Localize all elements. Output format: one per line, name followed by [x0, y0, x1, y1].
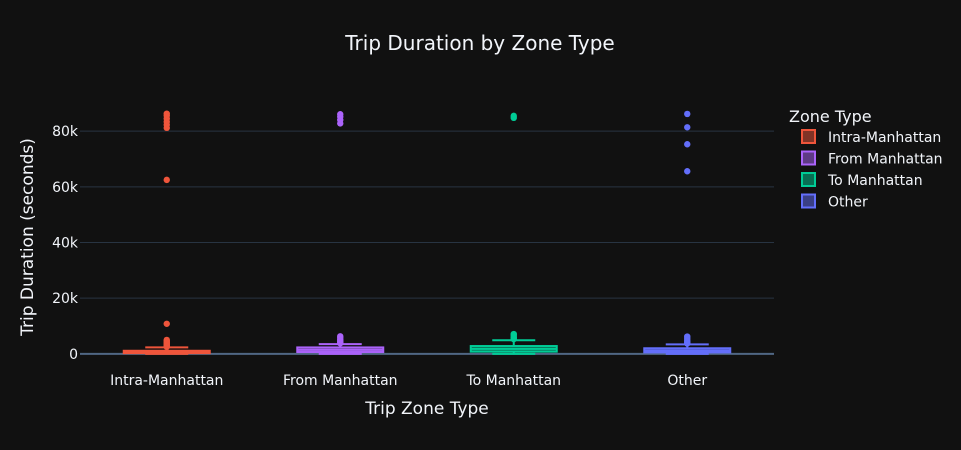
legend-swatch [801, 129, 816, 144]
x-axis-ticks: Intra-Manhattan From Manhattan To Manhatta… [110, 373, 707, 389]
y-tick-label: 40k [52, 236, 79, 252]
outlier-point [684, 333, 691, 340]
legend-label: From Manhattan [828, 152, 943, 168]
legend-item: Other [801, 193, 868, 211]
legend-swatch [801, 150, 816, 166]
box-to-manhattan [469, 112, 558, 355]
x-tick-label: Intra-Manhattan [110, 373, 223, 389]
x-axis-label: Trip Zone Type [364, 399, 489, 419]
y-tick-label: 60k [52, 180, 79, 196]
legend-swatch [801, 193, 816, 209]
outlier-point [684, 141, 691, 148]
boxes [122, 110, 732, 355]
outlier-point [163, 320, 170, 327]
outlier-point [337, 111, 344, 118]
x-tick-label: From Manhattan [283, 373, 398, 389]
box-other [643, 110, 732, 355]
legend-label: To Manhattan [827, 173, 923, 189]
y-tick-label: 80k [52, 124, 79, 140]
legend-item: To Manhattan [801, 172, 923, 189]
legend-item: From Manhattan [801, 150, 943, 168]
box-intra-manhattan [122, 110, 211, 355]
outlier-point [163, 176, 170, 184]
legend-swatch [801, 172, 816, 187]
legend: Zone Type Intra-Manhattan From Manhattan T… [789, 107, 943, 211]
legend-title: Zone Type [789, 107, 872, 126]
legend-item: Intra-Manhattan [801, 129, 941, 146]
chart-title: Trip Duration by Zone Type [344, 31, 614, 55]
y-tick-label: 20k [52, 291, 79, 307]
outlier-point [510, 112, 517, 120]
box-from-manhattan [296, 111, 385, 355]
outlier-point [163, 110, 170, 117]
outlier-point [337, 333, 344, 340]
y-axis-ticks: 0 20k 40k 60k 80k [52, 124, 79, 363]
outlier-point [684, 124, 691, 131]
y-axis-label: Trip Duration (seconds) [18, 138, 38, 337]
legend-label: Intra-Manhattan [828, 130, 941, 146]
outlier-point [684, 110, 691, 118]
outlier-point [684, 168, 691, 175]
y-tick-label: 0 [69, 347, 78, 363]
legend-label: Other [828, 195, 868, 211]
x-tick-label: Other [667, 373, 707, 389]
outlier-point [510, 330, 517, 338]
outlier-point [163, 336, 170, 344]
x-tick-label: To Manhattan [465, 373, 561, 389]
